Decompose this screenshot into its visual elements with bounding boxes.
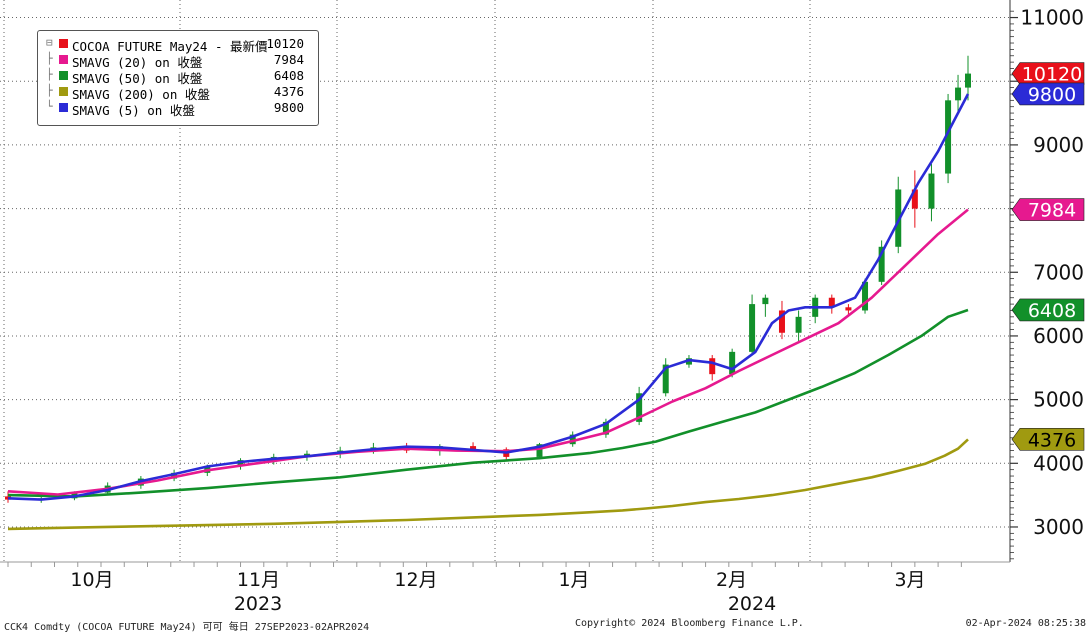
candle-body	[778, 310, 785, 333]
candle-body	[862, 281, 869, 311]
candle-body	[911, 189, 918, 209]
legend-tree-glyph: ├	[46, 68, 53, 81]
legend-tree-glyph: ├	[46, 84, 53, 97]
moving-average-lines	[7, 93, 970, 531]
legend-value: 6408	[273, 68, 304, 83]
candle-body	[470, 446, 477, 450]
candle-body	[749, 304, 756, 352]
legend-label: COCOA FUTURE May24 - 最新價	[72, 39, 268, 54]
month-tick-label: 11月	[237, 569, 280, 591]
legend-value: 7984	[273, 52, 304, 67]
y-tick-label: 5000	[1033, 388, 1084, 412]
candle-body	[965, 73, 971, 88]
price-tag-label: 7984	[1028, 200, 1076, 222]
candle-body	[878, 246, 885, 282]
legend-label: SMAVG (200) on 收盤	[72, 87, 210, 102]
candle-body	[662, 364, 669, 394]
footer-right: 02-Apr-2024 08:25:38	[965, 618, 1086, 629]
candle-body	[955, 87, 962, 101]
legend-label: SMAVG (5) on 收盤	[72, 103, 195, 118]
candle-body	[602, 421, 609, 435]
legend-tree-glyph: └	[46, 100, 53, 113]
candle-body	[928, 173, 935, 209]
price-tag-label: 6408	[1028, 300, 1076, 322]
legend-swatch	[59, 71, 68, 80]
candle-body	[171, 472, 178, 479]
legend: ⊟ COCOA FUTURE May24 - 最新價 10120 ├ SMAVG (20…	[37, 30, 319, 126]
candle-body	[536, 444, 543, 457]
legend-swatch	[59, 87, 68, 96]
legend-tree-glyph: ⊟	[46, 36, 53, 49]
series-line	[7, 438, 969, 531]
price-tag-label: 9800	[1028, 84, 1076, 106]
candle-body	[709, 358, 716, 375]
legend-entry: ├ SMAVG (50) on 收盤 6408	[46, 68, 312, 86]
legend-entry: ⊟ COCOA FUTURE May24 - 最新價 10120	[46, 36, 312, 54]
month-tick-label: 2月	[716, 569, 747, 591]
year-tick-label: 2024	[728, 593, 776, 615]
candle-body	[569, 434, 576, 445]
legend-swatch	[59, 39, 68, 48]
legend-swatch	[59, 103, 68, 112]
footer-left: CCK4 Comdty (COCOA FUTURE May24) 可可 每日 2…	[4, 622, 370, 633]
legend-value: 9800	[273, 100, 304, 115]
y-tick-label: 7000	[1033, 260, 1084, 284]
chart-grid	[0, 17, 1010, 528]
legend-label: SMAVG (20) on 收盤	[72, 55, 203, 70]
candle-body	[795, 316, 802, 333]
month-tick-label: 1月	[558, 569, 589, 591]
candle-body	[729, 351, 736, 375]
year-tick-label: 2023	[234, 593, 282, 615]
price-tag-box	[1011, 298, 1085, 322]
y-tick-label: 11000	[1020, 6, 1084, 30]
legend-swatch	[59, 55, 68, 64]
x-axis: 10月 11月 12月 1月 2月 3月 2023 2024	[0, 561, 1010, 615]
price-tag-box	[1011, 198, 1085, 221]
legend-tree-glyph: ├	[46, 52, 53, 65]
legend-entry: ├ SMAVG (20) on 收盤 7984	[46, 52, 312, 70]
month-tick-label: 3月	[894, 569, 925, 591]
price-tag-label: 10120	[1022, 64, 1082, 86]
y-tick-label: 6000	[1033, 324, 1084, 348]
price-tag-box	[1011, 82, 1085, 106]
legend-entry: ├ SMAVG (200) on 收盤 4376	[46, 84, 312, 102]
candle-body	[828, 297, 835, 308]
candle-body	[845, 307, 852, 311]
series-line	[7, 308, 969, 498]
month-tick-label: 12月	[394, 569, 437, 591]
price-tag-box	[1011, 428, 1085, 451]
candle-body	[762, 297, 769, 305]
y-tick-label: 4000	[1033, 451, 1084, 475]
candle-body	[895, 189, 902, 247]
legend-value: 4376	[273, 84, 304, 99]
candle-body	[5, 496, 11, 500]
legend-label: SMAVG (50) on 收盤	[72, 71, 203, 86]
month-tick-label: 10月	[70, 569, 113, 591]
candle-body	[945, 100, 952, 174]
legend-entry: └ SMAVG (5) on 收盤 9800	[46, 100, 312, 118]
y-tick-label: 3000	[1033, 515, 1084, 539]
series-line	[7, 208, 969, 496]
price-tag-box	[1011, 62, 1085, 85]
footer-center: Copyright© 2024 Bloomberg Finance L.P.	[575, 618, 804, 629]
price-tag-label: 4376	[1028, 429, 1076, 451]
y-axis: 30004000500060007000800090001000011000	[1009, 0, 1084, 562]
candle-body	[636, 393, 643, 422]
legend-value: 10120	[266, 36, 304, 51]
series-line	[7, 93, 970, 501]
y-tick-label: 9000	[1033, 133, 1084, 157]
